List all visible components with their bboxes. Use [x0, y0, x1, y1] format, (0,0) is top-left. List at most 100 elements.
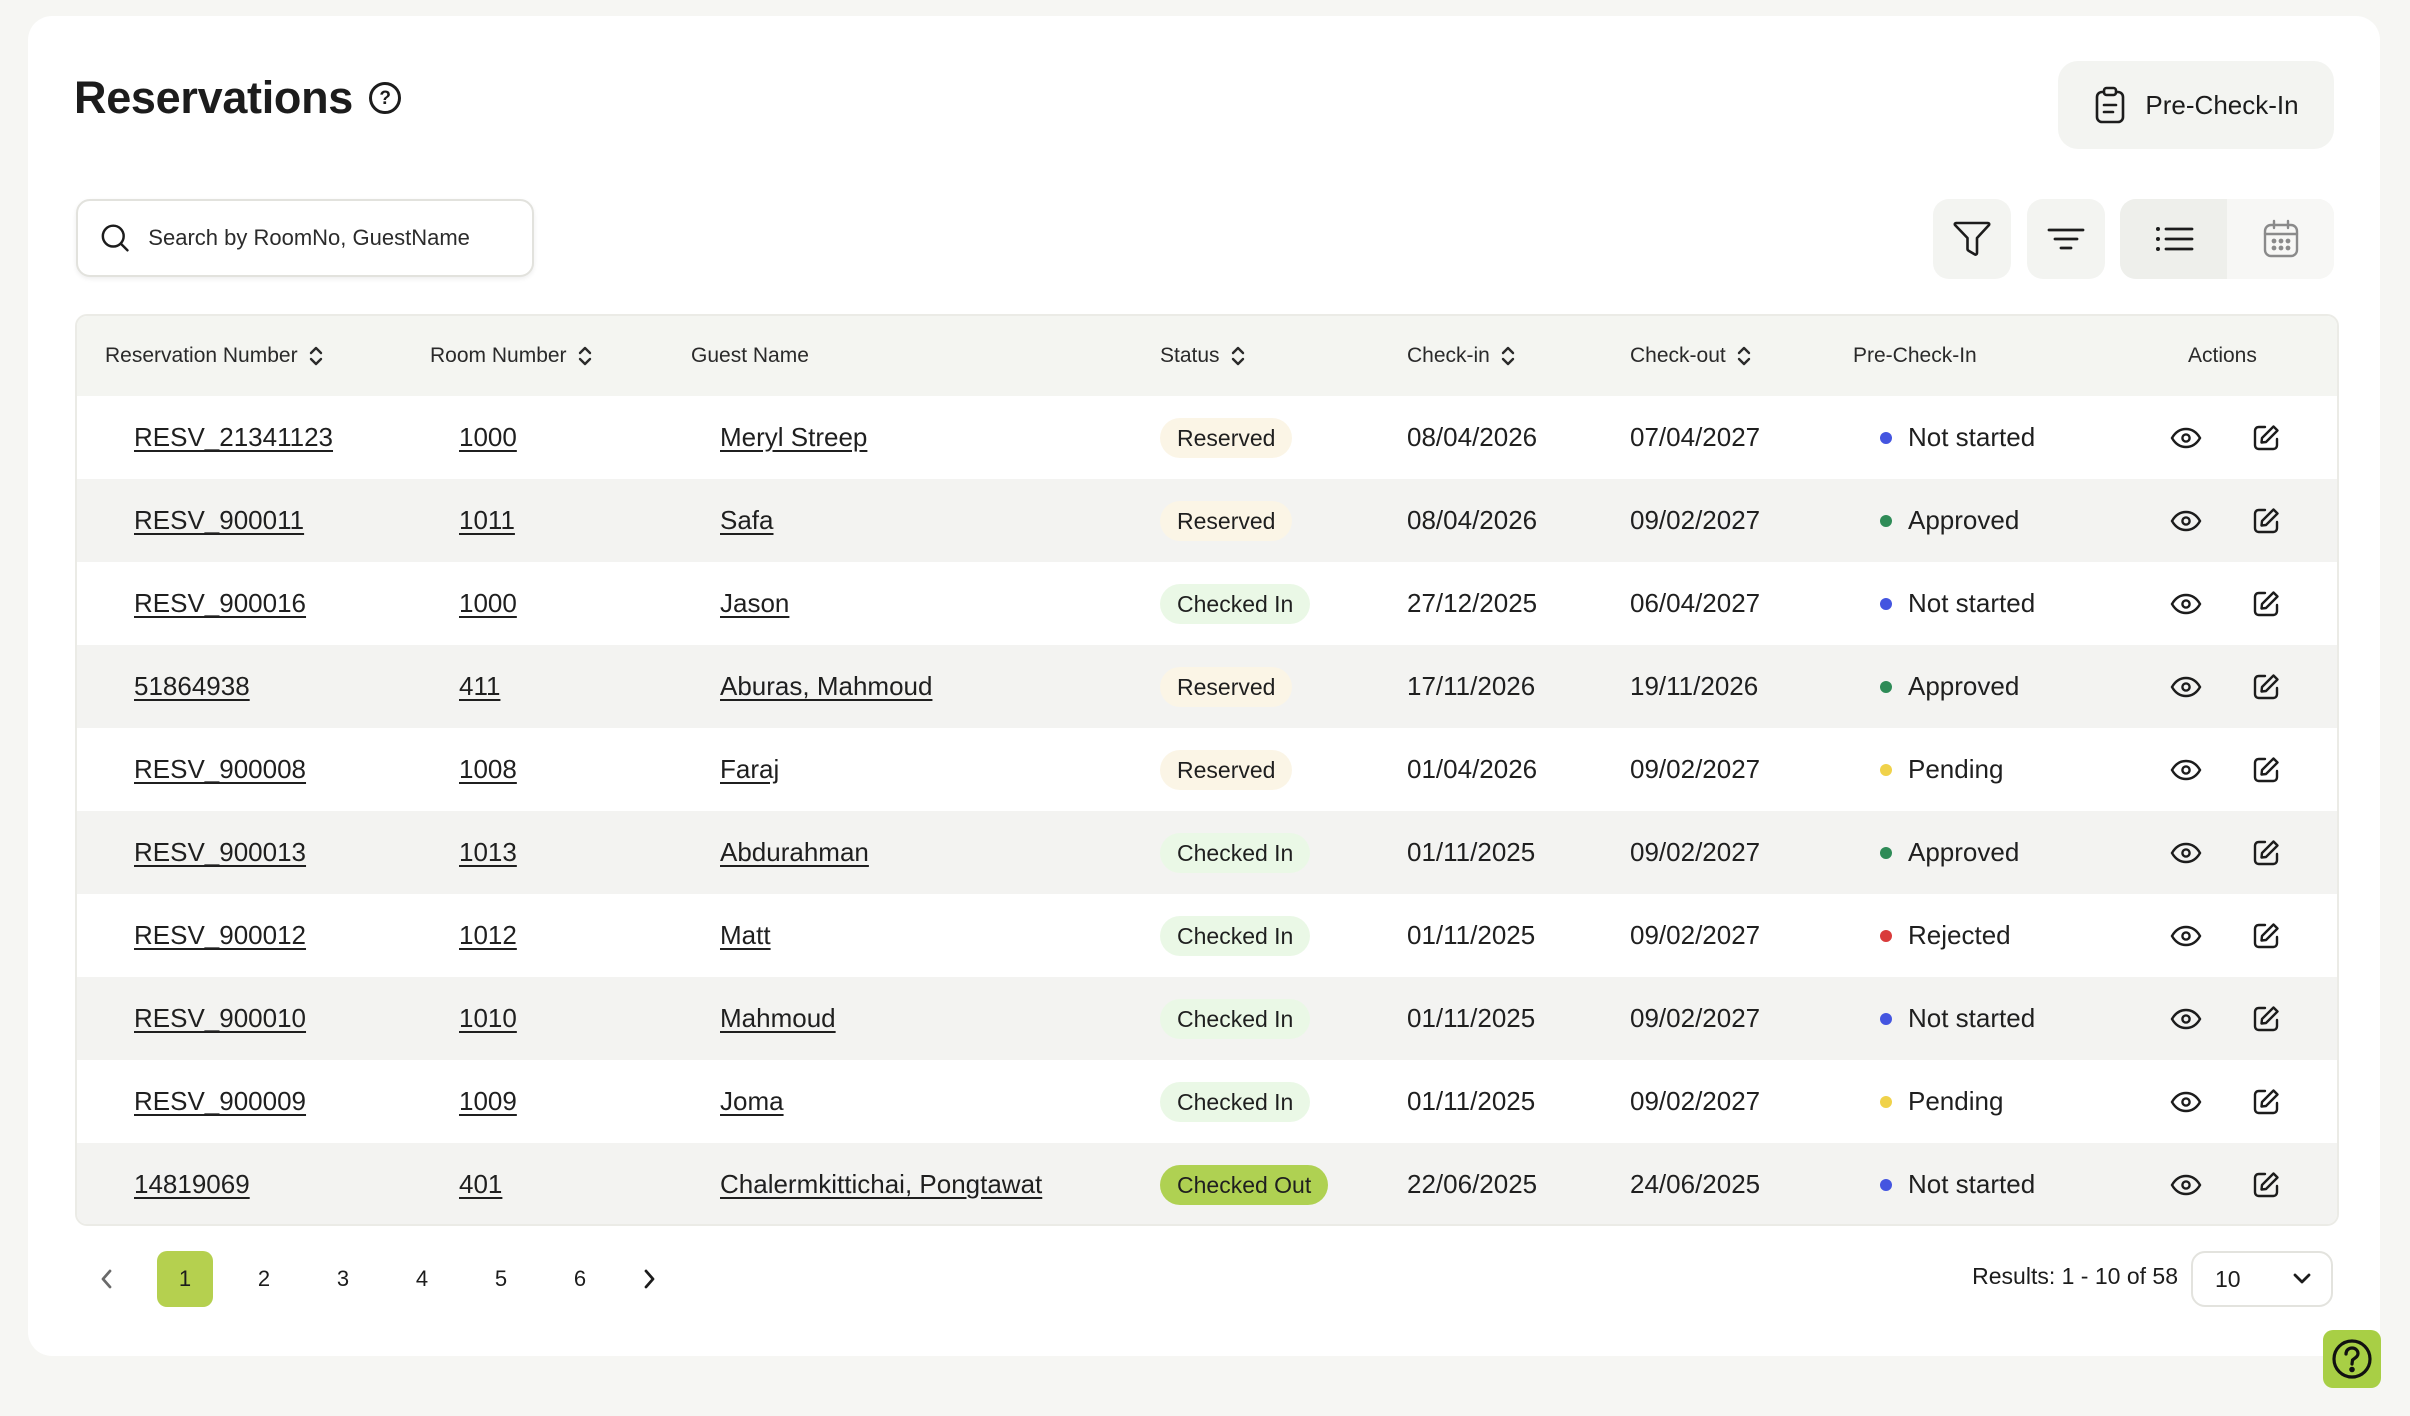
reservation-number-cell: RESV_900010 — [134, 977, 306, 1060]
column-header-check-in[interactable]: Check-in — [1407, 316, 1516, 396]
list-view-icon — [2155, 227, 2193, 251]
edit-button[interactable] — [2251, 1060, 2281, 1143]
sort-arrows-icon[interactable] — [308, 344, 324, 368]
view-button[interactable] — [2170, 1060, 2202, 1143]
edit-button[interactable] — [2251, 396, 2281, 479]
next-page-button[interactable] — [634, 1267, 664, 1291]
guest-name-link[interactable]: Meryl Streep — [720, 422, 868, 452]
room-number-link[interactable]: 1011 — [459, 505, 515, 535]
help-circle-icon[interactable]: ? — [369, 82, 402, 114]
page-button[interactable]: 5 — [494, 1266, 508, 1291]
edit-button[interactable] — [2251, 645, 2281, 728]
guest-name-link[interactable]: Aburas, Mahmoud — [720, 671, 933, 701]
list-view-button[interactable] — [2120, 199, 2227, 279]
edit-button[interactable] — [2251, 562, 2281, 645]
previous-page-button[interactable] — [92, 1267, 122, 1291]
guest-name-link[interactable]: Faraj — [720, 754, 780, 784]
reservation-number-link[interactable]: RESV_900012 — [134, 920, 307, 950]
view-button[interactable] — [2170, 479, 2202, 562]
chevron-right-icon — [644, 1269, 655, 1289]
reservation-number-link[interactable]: 51864938 — [134, 671, 250, 701]
pre-check-in-cell: Approved — [1880, 645, 2019, 728]
help-button[interactable] — [2323, 1330, 2381, 1388]
view-button[interactable] — [2170, 562, 2202, 645]
pre-check-in-cell: Approved — [1880, 479, 2019, 562]
page-button[interactable]: 4 — [415, 1266, 429, 1291]
table-row: RESV_900010 1010 Mahmoud Checked In 01/11/20… — [77, 977, 2337, 1060]
table-row: 14819069 401 Chalermkittichai, Pongtawat Ch… — [77, 1143, 2337, 1224]
view-button[interactable] — [2170, 1143, 2202, 1224]
pre-check-in-cell: Rejected — [1880, 894, 2011, 977]
column-label: Pre-Check-In — [1853, 344, 1977, 367]
guest-name-link[interactable]: Matt — [720, 920, 771, 950]
pre-check-in-cell: Pending — [1880, 1060, 2003, 1143]
room-number-link[interactable]: 1000 — [459, 588, 517, 618]
view-button[interactable] — [2170, 645, 2202, 728]
sort-arrows-icon[interactable] — [1500, 344, 1516, 368]
view-button[interactable] — [2170, 977, 2202, 1060]
search-input[interactable] — [146, 224, 510, 252]
reservations-table: Reservation Number Room Number Guest Nam… — [75, 314, 2339, 1226]
reservation-number-link[interactable]: RESV_900008 — [134, 754, 307, 784]
sort-arrows-icon[interactable] — [577, 344, 593, 368]
guest-name-link[interactable]: Chalermkittichai, Pongtawat — [720, 1169, 1043, 1199]
sort-arrows-icon[interactable] — [1736, 344, 1752, 368]
eye-icon — [2170, 1174, 2202, 1196]
reservation-number-link[interactable]: RESV_21341123 — [134, 422, 334, 452]
view-button[interactable] — [2170, 728, 2202, 811]
room-number-link[interactable]: 1008 — [459, 754, 517, 784]
guest-name-link[interactable]: Jason — [720, 588, 790, 618]
rows-per-page-select[interactable]: 10 — [2191, 1251, 2333, 1307]
reservation-number-link[interactable]: RESV_900013 — [134, 837, 307, 867]
filter-button[interactable] — [1933, 199, 2011, 279]
page-button[interactable]: 1 — [157, 1251, 213, 1307]
guest-name-link[interactable]: Abdurahman — [720, 837, 869, 867]
table-row: RESV_900013 1013 Abdurahman Checked In 01/11… — [77, 811, 2337, 894]
reservation-number-link[interactable]: RESV_900009 — [134, 1086, 307, 1116]
view-button[interactable] — [2170, 396, 2202, 479]
room-number-cell: 411 — [459, 645, 500, 728]
check-out-date: 24/06/2025 — [1630, 1169, 1761, 1199]
room-number-link[interactable]: 411 — [459, 671, 501, 701]
edit-button[interactable] — [2251, 811, 2281, 894]
eye-icon — [2170, 676, 2202, 698]
room-number-link[interactable]: 1013 — [459, 837, 517, 867]
sort-button[interactable] — [2027, 199, 2105, 279]
column-label: Actions — [2188, 344, 2257, 367]
guest-name-link[interactable]: Safa — [720, 505, 774, 535]
page-button[interactable]: 3 — [336, 1266, 350, 1291]
reservation-number-link[interactable]: RESV_900016 — [134, 588, 307, 618]
reservation-number-link[interactable]: RESV_900011 — [134, 505, 305, 535]
guest-name-link[interactable]: Mahmoud — [720, 1003, 836, 1033]
page-button[interactable]: 6 — [573, 1266, 587, 1291]
room-number-link[interactable]: 401 — [459, 1169, 503, 1199]
room-number-link[interactable]: 1009 — [459, 1086, 517, 1116]
view-button[interactable] — [2170, 811, 2202, 894]
reservation-number-link[interactable]: RESV_900010 — [134, 1003, 307, 1033]
edit-button[interactable] — [2251, 479, 2281, 562]
pre-check-in-status: Pending — [1908, 754, 2004, 784]
room-number-link[interactable]: 1010 — [459, 1003, 517, 1033]
column-header-check-out[interactable]: Check-out — [1630, 316, 1752, 396]
edit-button[interactable] — [2251, 1143, 2281, 1224]
pre-check-in-cell: Not started — [1880, 396, 2035, 479]
room-number-cell: 1012 — [459, 894, 517, 977]
edit-icon — [2251, 1087, 2281, 1117]
edit-button[interactable] — [2251, 977, 2281, 1060]
sort-arrows-icon[interactable] — [1230, 344, 1246, 368]
pre-check-in-button[interactable]: Pre-Check-In — [2058, 61, 2334, 149]
page-button[interactable]: 2 — [257, 1266, 271, 1291]
calendar-view-button[interactable] — [2227, 199, 2334, 279]
column-header-room-number[interactable]: Room Number — [430, 316, 593, 396]
view-button[interactable] — [2170, 894, 2202, 977]
column-header-status[interactable]: Status — [1160, 316, 1246, 396]
room-number-link[interactable]: 1000 — [459, 422, 517, 452]
room-number-link[interactable]: 1012 — [459, 920, 517, 950]
room-number-cell: 1000 — [459, 396, 517, 479]
column-header-reservation-number[interactable]: Reservation Number — [105, 316, 324, 396]
edit-button[interactable] — [2251, 728, 2281, 811]
pre-check-in-status: Not started — [1908, 1169, 2036, 1199]
guest-name-link[interactable]: Joma — [720, 1086, 784, 1116]
reservation-number-link[interactable]: 14819069 — [134, 1169, 250, 1199]
edit-button[interactable] — [2251, 894, 2281, 977]
